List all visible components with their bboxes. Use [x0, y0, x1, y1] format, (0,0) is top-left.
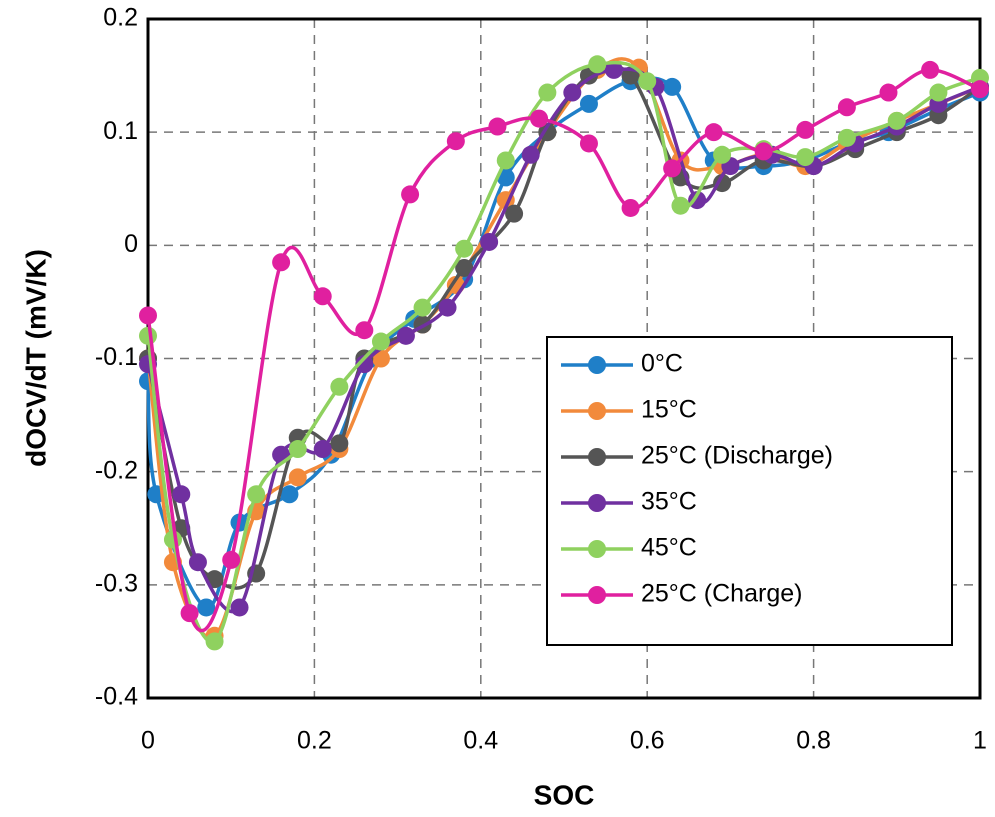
data-point: [713, 145, 732, 164]
data-point: [205, 632, 224, 651]
x-tick-label: 0.4: [463, 727, 498, 755]
legend-marker: [588, 356, 606, 374]
data-point: [754, 142, 773, 161]
legend-marker: [588, 494, 606, 512]
data-point: [563, 83, 582, 102]
data-point: [971, 80, 989, 99]
data-point: [139, 306, 157, 325]
data-point: [480, 232, 499, 251]
data-point: [879, 83, 898, 102]
data-point: [163, 530, 182, 549]
data-point: [280, 485, 299, 504]
data-point: [688, 191, 707, 210]
data-point: [180, 604, 199, 623]
data-point: [638, 72, 657, 91]
data-point: [663, 77, 682, 96]
legend-label: 35°C: [641, 488, 697, 516]
y-tick-label: 0.1: [103, 117, 138, 145]
data-point: [139, 326, 157, 345]
y-tick-label: -0.4: [95, 683, 138, 711]
x-tick-label: 0: [141, 727, 155, 755]
data-point: [929, 83, 948, 102]
data-point: [796, 120, 815, 139]
data-point: [604, 60, 623, 79]
data-point: [796, 148, 815, 167]
data-point: [496, 151, 515, 170]
data-point: [288, 468, 307, 487]
y-tick-label: 0.2: [103, 4, 138, 32]
data-point: [188, 553, 207, 572]
data-point: [371, 349, 390, 368]
data-point: [313, 287, 332, 306]
data-point: [663, 159, 682, 178]
y-tick-label: -0.3: [95, 569, 138, 597]
legend-label: 45°C: [641, 534, 697, 562]
data-point: [579, 94, 598, 113]
data-point: [438, 298, 457, 317]
data-point: [355, 355, 374, 374]
data-point: [713, 174, 732, 193]
data-point: [921, 60, 940, 79]
y-axis-title: dOCV/dT (mV/K): [20, 249, 51, 467]
data-point: [837, 98, 856, 117]
data-point: [588, 55, 607, 74]
data-point: [401, 185, 420, 204]
legend-marker: [588, 586, 606, 604]
data-point: [313, 440, 332, 459]
y-tick-label: -0.2: [95, 456, 138, 484]
data-point: [413, 298, 432, 317]
legend-marker: [588, 540, 606, 558]
data-point: [272, 253, 291, 272]
data-point: [330, 434, 349, 453]
x-tick-label: 0.2: [297, 727, 332, 755]
x-tick-label: 1: [973, 727, 987, 755]
data-point: [530, 109, 549, 128]
data-point: [455, 239, 474, 258]
data-point: [288, 440, 307, 459]
x-axis-title: SOC: [534, 779, 595, 810]
legend-label: 15°C: [641, 396, 697, 424]
data-point: [621, 198, 640, 217]
data-point: [222, 550, 241, 569]
y-tick-label: 0: [124, 230, 138, 258]
data-point: [172, 485, 191, 504]
series-line: [146, 76, 981, 610]
data-point: [704, 123, 723, 142]
legend-label: 25°C (Discharge): [641, 442, 833, 470]
data-point: [247, 485, 266, 504]
legend-marker: [588, 448, 606, 466]
data-point: [837, 128, 856, 147]
data-point: [230, 598, 249, 617]
legend-label: 25°C (Charge): [641, 580, 802, 608]
data-point: [671, 196, 690, 215]
data-point: [488, 117, 507, 136]
data-point: [538, 83, 557, 102]
data-point: [330, 377, 349, 396]
data-point: [455, 258, 474, 277]
data-point: [396, 326, 415, 345]
x-tick-label: 0.6: [630, 727, 665, 755]
data-point: [505, 204, 524, 223]
y-tick-label: -0.1: [95, 343, 138, 371]
data-point: [887, 111, 906, 130]
data-point: [355, 321, 374, 340]
data-point: [446, 132, 465, 151]
legend-marker: [588, 402, 606, 420]
x-tick-label: 0.8: [796, 727, 831, 755]
data-point: [197, 598, 216, 617]
data-point: [521, 145, 540, 164]
data-point: [371, 332, 390, 351]
data-point: [579, 134, 598, 153]
legend-label: 0°C: [641, 350, 683, 378]
